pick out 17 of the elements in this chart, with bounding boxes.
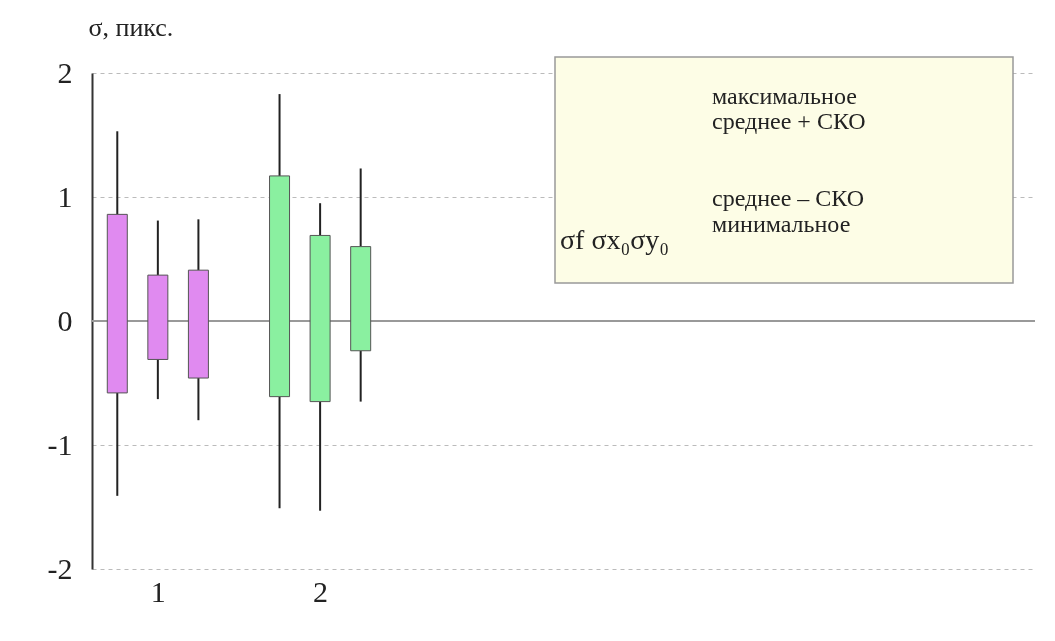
y-tick-label: 0 bbox=[57, 303, 73, 337]
candlestick bbox=[269, 93, 291, 510]
y-tick-label: 1 bbox=[57, 179, 73, 213]
candlestick bbox=[187, 218, 209, 422]
text: минимальное bbox=[712, 211, 851, 237]
text: среднее – СКО bbox=[712, 185, 865, 211]
y-tick-label: -1 bbox=[47, 427, 73, 461]
y-tick-label: 2 bbox=[57, 55, 73, 89]
candlestick bbox=[350, 167, 372, 403]
y-tick-label: -2 bbox=[47, 551, 73, 585]
candlestick bbox=[147, 219, 169, 401]
candlestick bbox=[106, 130, 128, 497]
text: среднее + СКО bbox=[712, 108, 866, 134]
candlestick bbox=[309, 202, 331, 512]
text: максимальное bbox=[712, 83, 857, 109]
text: σf σx₀σy₀ bbox=[560, 224, 670, 255]
y-axis-title: σ, пикс. bbox=[88, 12, 174, 42]
